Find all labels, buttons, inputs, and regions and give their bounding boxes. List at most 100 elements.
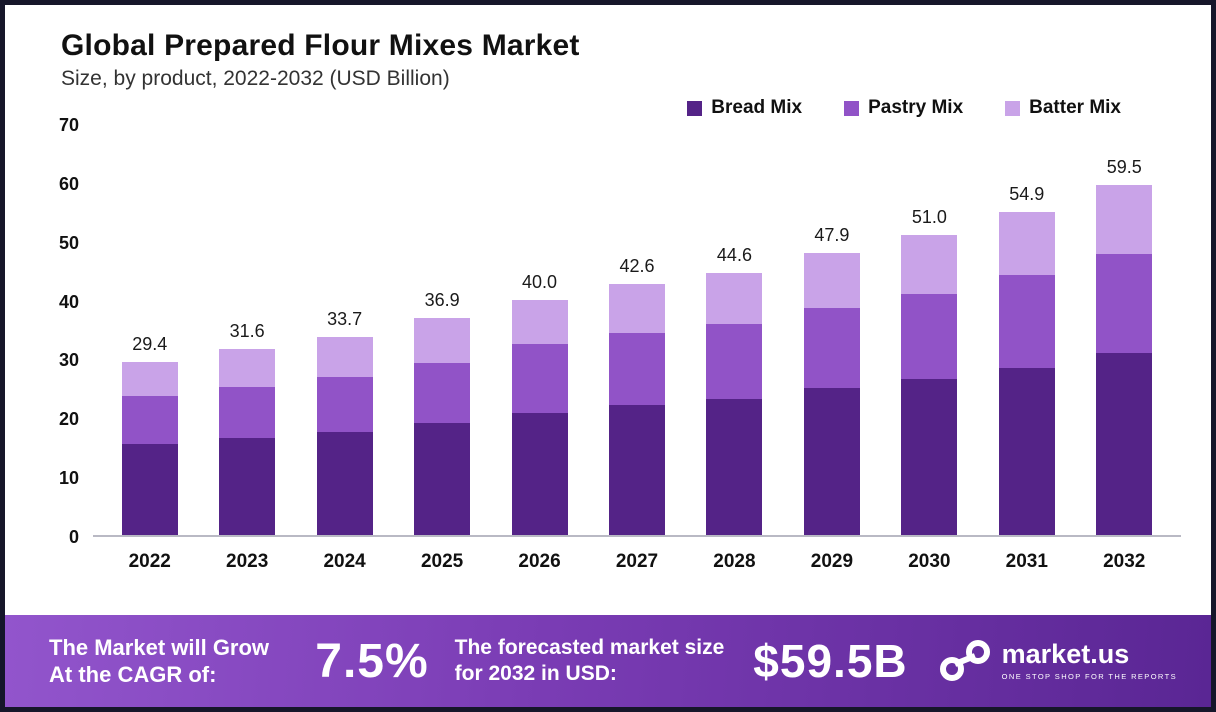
bar-2027: 42.6 [588, 125, 685, 535]
bar-2031: 54.9 [978, 125, 1075, 535]
segment-pastry-mix [219, 387, 276, 439]
bar-total-label: 33.7 [327, 308, 363, 329]
page-title: Global Prepared Flour Mixes Market [61, 29, 580, 62]
segment-bread-mix [803, 387, 860, 535]
segment-bread-mix [901, 379, 958, 535]
bar-total-label: 31.6 [229, 321, 265, 342]
bar-total-label: 29.4 [132, 333, 168, 354]
x-tick-label: 2022 [128, 551, 171, 572]
bar-total-label: 47.9 [814, 225, 850, 246]
segment-batter-mix [414, 317, 471, 363]
segment-pastry-mix [706, 323, 763, 400]
bar-total-label: 40.0 [522, 271, 558, 292]
x-tick-label: 2028 [713, 551, 756, 572]
segment-pastry-mix [414, 362, 471, 423]
segment-bread-mix [1096, 353, 1153, 535]
bar-2026: 40.0 [491, 125, 588, 535]
plot-area: 29.4 31.6 33.7 36.9 40.0 42.6 44.6 47.9 51.0 54.9… [93, 125, 1181, 537]
y-tick-label: 70 [58, 115, 79, 135]
bar-2028: 44.6 [686, 125, 783, 535]
legend-item-batter-mix: Batter Mix [1005, 97, 1121, 119]
cagr-value: 7.5% [315, 634, 429, 688]
segment-bread-mix [511, 413, 568, 535]
brand-tagline: ONE STOP SHOP FOR THE REPORTS [1001, 672, 1177, 681]
brand-block: market.us ONE STOP SHOP FOR THE REPORTS [938, 638, 1177, 684]
pastry-mix-swatch-icon [844, 100, 860, 116]
segment-batter-mix [901, 234, 958, 294]
legend-label: Bread Mix [711, 97, 803, 118]
cagr-label: The Market will Grow At the CAGR of: [49, 634, 270, 688]
bar-total-label: 59.5 [1106, 156, 1142, 177]
segment-batter-mix [608, 284, 665, 333]
bar-total-label: 51.0 [911, 206, 947, 227]
footer-banner: The Market will Grow At the CAGR of: 7.5… [5, 615, 1211, 707]
y-tick-label: 20 [58, 409, 79, 430]
bar-total-label: 44.6 [716, 244, 752, 265]
x-tick-label: 2029 [810, 551, 854, 572]
x-tick-label: 2030 [908, 551, 951, 572]
bar-2024: 33.7 [296, 125, 393, 535]
y-tick-label: 50 [58, 232, 79, 253]
segment-batter-mix [1096, 184, 1153, 255]
segment-bread-mix [219, 438, 276, 535]
segment-bread-mix [998, 368, 1055, 535]
segment-bread-mix [608, 404, 665, 535]
batter-mix-swatch-icon [1005, 100, 1021, 116]
segment-pastry-mix [316, 377, 373, 432]
segment-bread-mix [414, 422, 471, 535]
segment-batter-mix [219, 349, 276, 388]
segment-pastry-mix [1096, 254, 1153, 354]
chart-body: 0 10 20 30 40 50 60 70 29.4 31.6 33.7 36.9 40.0 42.6… [41, 115, 1181, 573]
legend-label: Batter Mix [1029, 97, 1121, 118]
segment-pastry-mix [511, 344, 568, 414]
segment-batter-mix [511, 299, 568, 345]
y-tick-label: 0 [68, 527, 79, 547]
x-tick-label: 2026 [518, 551, 561, 572]
brand-name: market.us [1001, 639, 1130, 669]
x-axis-labels: 2022 2023 2024 2025 2026 2027 2028 2029 2030 2031… [93, 551, 1181, 573]
x-tick-label: 2023 [226, 551, 269, 572]
segment-batter-mix [706, 272, 763, 324]
bar-2025: 36.9 [393, 125, 490, 535]
segment-bread-mix [316, 432, 373, 535]
y-tick-label: 60 [58, 173, 79, 194]
x-tick-label: 2031 [1005, 551, 1048, 572]
market-us-logo-icon [939, 640, 990, 681]
forecast-label: The forecasted market size for 2032 in U… [454, 635, 725, 685]
x-tick-label: 2024 [323, 551, 366, 572]
bread-mix-swatch-icon [687, 100, 703, 116]
segment-bread-mix [121, 443, 178, 535]
segment-pastry-mix [121, 396, 178, 444]
y-tick-label: 10 [58, 468, 79, 489]
segment-pastry-mix [608, 332, 665, 405]
y-axis: 0 10 20 30 40 50 60 70 [41, 115, 93, 547]
bar-total-label: 36.9 [424, 289, 460, 310]
bar-2029: 47.9 [783, 125, 880, 535]
x-tick-label: 2032 [1103, 551, 1146, 572]
segment-batter-mix [121, 361, 178, 397]
x-tick-label: 2025 [420, 551, 464, 572]
bar-2022: 29.4 [101, 125, 198, 535]
x-tick-label: 2027 [615, 551, 659, 572]
segment-pastry-mix [998, 274, 1055, 369]
segment-bread-mix [706, 399, 763, 535]
chart-section: Global Prepared Flour Mixes Market Size,… [5, 5, 1211, 615]
segment-batter-mix [998, 211, 1055, 275]
legend-label: Pastry Mix [868, 97, 964, 118]
segment-pastry-mix [803, 307, 860, 388]
y-tick-label: 40 [58, 291, 79, 312]
bar-2023: 31.6 [198, 125, 295, 535]
legend-item-bread-mix: Bread Mix [687, 97, 802, 119]
y-tick-label: 30 [58, 350, 79, 371]
plot-wrap: 29.4 31.6 33.7 36.9 40.0 42.6 44.6 47.9 51.0 54.9… [93, 125, 1181, 573]
bar-total-label: 54.9 [1009, 183, 1045, 204]
segment-pastry-mix [901, 293, 958, 380]
legend-item-pastry-mix: Pastry Mix [844, 97, 963, 119]
chart-legend: Bread Mix Pastry Mix Batter Mix [687, 97, 1121, 119]
segment-batter-mix [803, 253, 860, 308]
page-subtitle: Size, by product, 2022-2032 (USD Billion… [61, 67, 450, 90]
bar-2030: 51.0 [881, 125, 978, 535]
bar-2032: 59.5 [1076, 125, 1173, 535]
forecast-value: $59.5B [753, 635, 908, 687]
